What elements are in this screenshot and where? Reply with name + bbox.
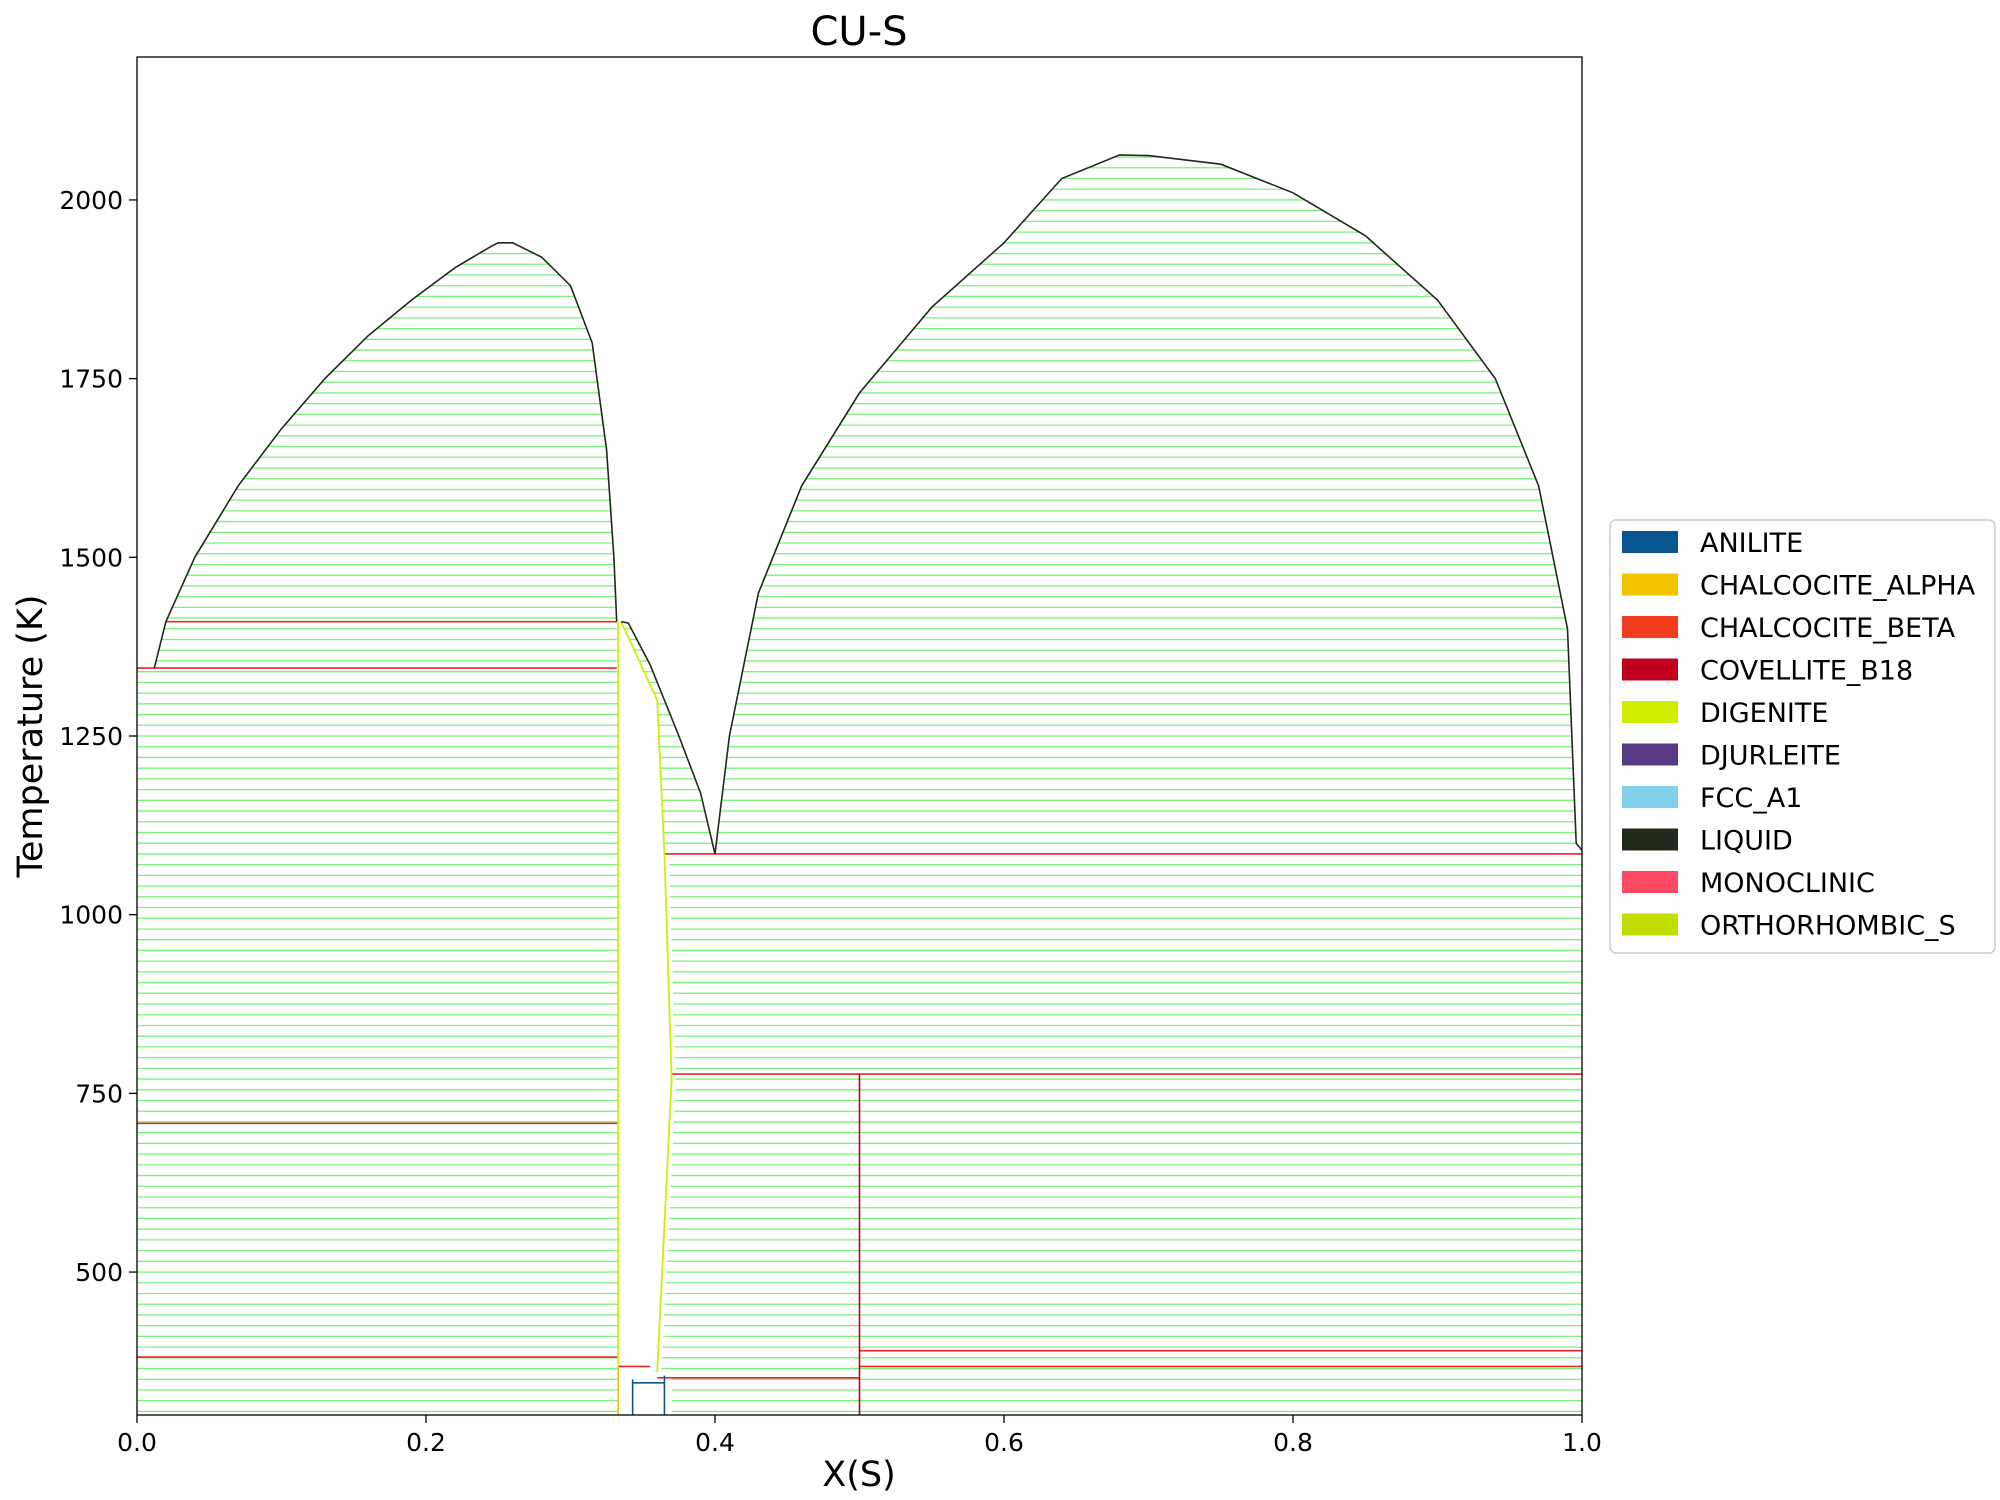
legend-label: MONOCLINIC [1700,868,1875,899]
legend-frame [1609,519,1996,954]
chart-title: CU-S [810,9,907,55]
legend-label: COVELLITE_B18 [1700,656,1913,687]
legend-swatch [1622,616,1678,638]
legend-swatch [1622,786,1678,808]
legend-swatch [1622,743,1678,766]
legend-label: ANILITE [1700,528,1803,559]
legend-label: LIQUID [1700,826,1793,857]
legend-label: DJURLEITE [1700,741,1841,772]
x-tick-label: 0.4 [695,1428,735,1457]
x-tick-label: 1.0 [1562,1428,1602,1457]
x-tick-label: 0.6 [984,1428,1024,1457]
legend-label: FCC_A1 [1700,783,1802,814]
y-tick-label: 1000 [59,901,123,930]
legend-label: ORTHORHOMBIC_S [1700,911,1956,942]
y-tick-label: 750 [75,1079,123,1108]
digenite-boundary-right [620,621,673,1373]
liquidus-curve-left [153,242,618,669]
legend-swatch [1622,658,1678,681]
axes: 0.0 0.2 0.4 0.6 0.8 1.0 500 750 1000 1250 1500 1750… [59,186,1602,1457]
x-tick-label: 0.2 [406,1428,446,1457]
legend: ANILITE CHALCOCITE_ALPHA CHALCOCITE_BETA CO… [1609,519,1996,954]
plot-area [137,154,1582,1415]
legend-swatch [1622,531,1678,553]
legend-label: CHALCOCITE_ALPHA [1700,571,1976,602]
legend-swatch [1622,701,1678,723]
y-tick-label: 1750 [59,365,123,394]
legend-swatch [1622,573,1678,596]
y-tick-label: 500 [75,1258,123,1287]
liquidus-curve-middle [620,620,716,855]
x-axis-title: X(S) [822,1455,896,1495]
x-tick-label: 0.0 [117,1428,157,1457]
legend-label: DIGENITE [1700,698,1828,729]
y-tick-label: 1500 [59,543,123,572]
legend-label: CHALCOCITE_BETA [1700,613,1956,644]
legend-swatch [1622,913,1678,936]
x-tick-label: 0.8 [1273,1428,1313,1457]
legend-swatch [1622,828,1678,851]
legend-items: ANILITE CHALCOCITE_ALPHA CHALCOCITE_BETA CO… [1622,528,1976,942]
liquidus-curve-right [714,154,1582,854]
y-axis-title: Temperature (K) [11,594,51,878]
legend-swatch [1622,871,1678,893]
y-tick-label: 1250 [59,722,123,751]
y-tick-label: 2000 [59,186,123,215]
